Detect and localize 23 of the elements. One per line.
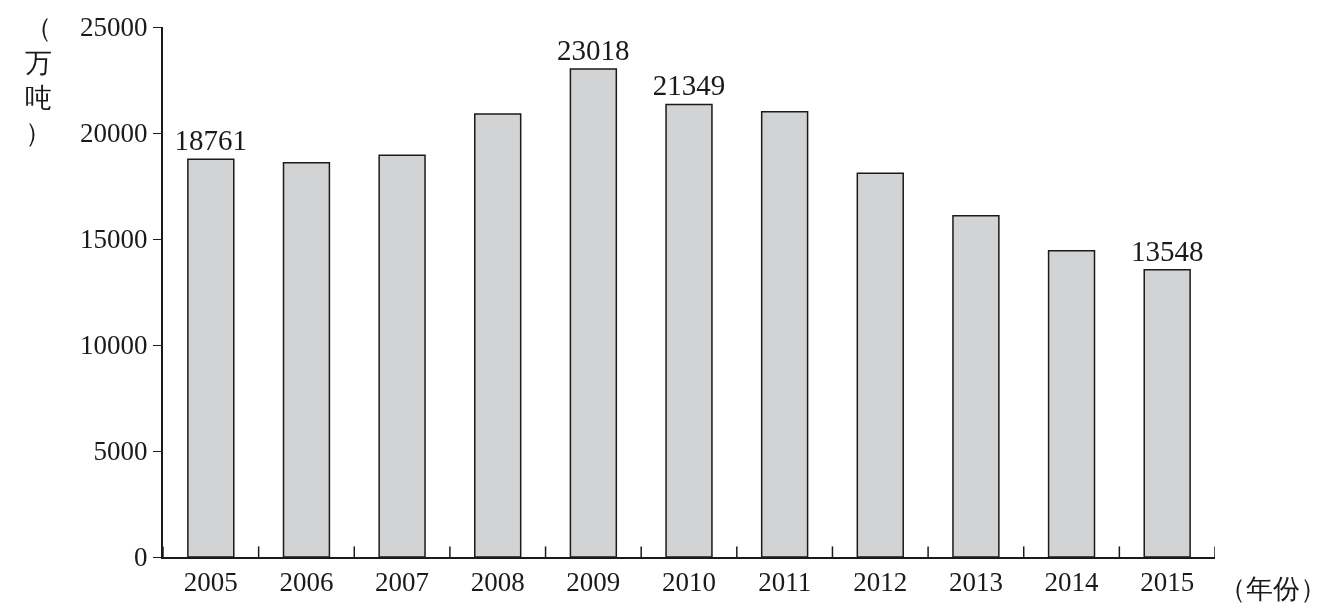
data-label: 13548 bbox=[1130, 234, 1204, 267]
y-axis-title: （万吨） bbox=[25, 13, 52, 149]
data-label: 23018 bbox=[557, 34, 630, 67]
x-tick-label: 2013 bbox=[948, 567, 1003, 598]
data-label: 21349 bbox=[652, 69, 726, 102]
x-axis-title: （年份） bbox=[1219, 574, 1327, 604]
x-tick-label: 2011 bbox=[758, 567, 812, 598]
y-tick-label: 20000 bbox=[80, 118, 148, 149]
y-tick-label: 25000 bbox=[80, 12, 148, 43]
y-tick-label: 15000 bbox=[80, 224, 148, 255]
y-tick-label: 10000 bbox=[80, 330, 148, 361]
data-label: 18761 bbox=[174, 124, 248, 157]
x-tick-label: 2014 bbox=[1044, 567, 1100, 598]
y-tick-label: 5000 bbox=[93, 436, 148, 467]
x-tick-label: 2010 bbox=[662, 567, 716, 598]
x-tick-label: 2015 bbox=[1140, 567, 1195, 598]
x-tick-label: 2009 bbox=[566, 567, 621, 598]
x-tick-label: 2005 bbox=[183, 567, 238, 598]
x-tick-label: 2007 bbox=[375, 567, 430, 598]
x-tick-label: 2008 bbox=[470, 567, 525, 598]
y-tick-label: 0 bbox=[134, 542, 148, 573]
x-tick-label: 2006 bbox=[279, 567, 334, 598]
x-tick-label: 2012 bbox=[853, 567, 908, 598]
